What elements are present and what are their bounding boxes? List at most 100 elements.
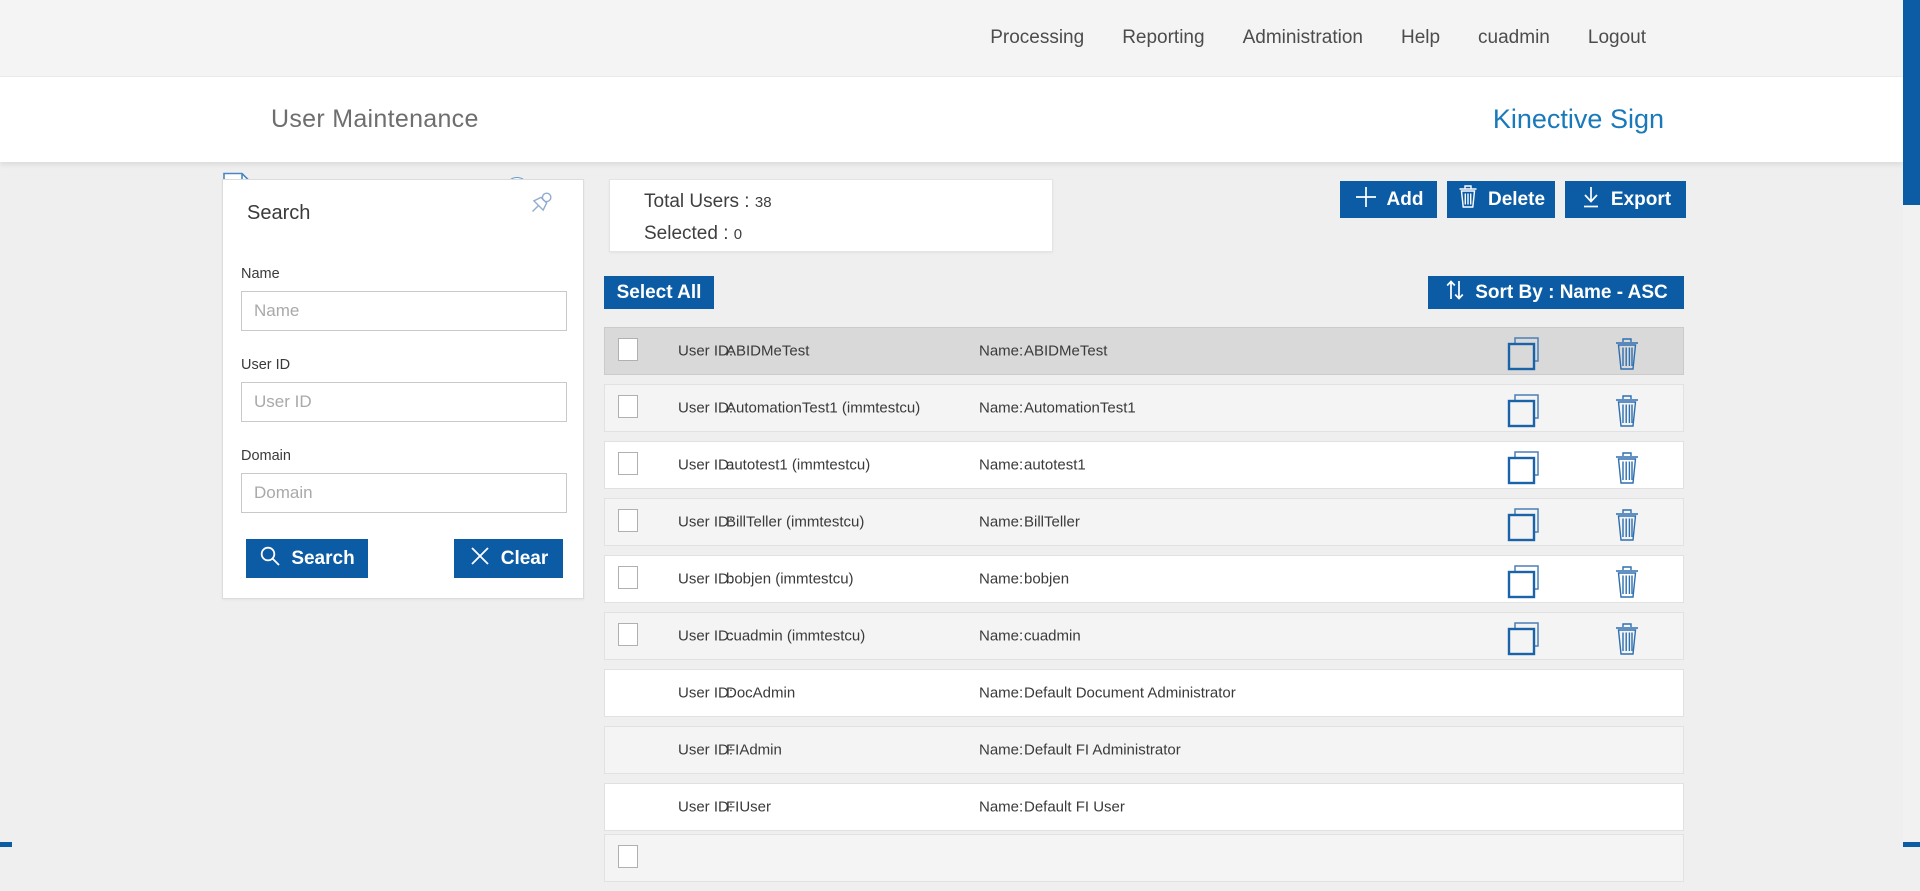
user-id-label: User ID:	[678, 513, 734, 531]
nav-item-administration[interactable]: Administration	[1242, 27, 1363, 48]
row-checkbox[interactable]	[618, 338, 638, 361]
selected-label: Selected :	[644, 223, 734, 244]
user-id-label: User ID:	[678, 342, 734, 360]
user-list: User ID: ABIDMeTest Name: ABIDMeTest Use…	[604, 327, 1684, 891]
trash-icon[interactable]	[1611, 507, 1643, 548]
user-row[interactable]: User ID: BillTeller (immtestcu) Name: Bi…	[604, 498, 1684, 546]
name-value: ABIDMeTest	[1024, 342, 1108, 360]
user-row[interactable]: User ID: autotest1 (immtestcu) Name: aut…	[604, 441, 1684, 489]
name-input[interactable]	[241, 291, 567, 331]
name-value: AutomationTest1	[1024, 399, 1136, 417]
trash-icon[interactable]	[1611, 450, 1643, 491]
vertical-scrollbar-thumb[interactable]	[1903, 0, 1920, 205]
top-nav-bar: Processing Reporting Administration Help…	[0, 0, 1903, 77]
row-checkbox[interactable]	[618, 845, 638, 868]
plus-icon	[1354, 185, 1378, 215]
row-checkbox[interactable]	[618, 623, 638, 646]
user-id-label: User ID:	[678, 456, 734, 474]
select-all-label: Select All	[616, 281, 702, 303]
user-id-value: cuadmin (immtestcu)	[726, 627, 866, 645]
search-button[interactable]: Search	[246, 539, 368, 578]
search-panel: Search Name User ID Domain Search Clear	[222, 179, 584, 599]
user-id-label: User ID:	[678, 399, 734, 417]
nav-item-reporting[interactable]: Reporting	[1122, 27, 1205, 48]
user-id-value: FIUser	[726, 798, 771, 816]
user-id-value: bobjen (immtestcu)	[726, 570, 854, 588]
nav-item-processing[interactable]: Processing	[990, 27, 1085, 48]
user-id-input[interactable]	[241, 382, 567, 422]
copy-icon[interactable]	[1505, 450, 1545, 491]
name-label: Name:	[979, 570, 1024, 588]
row-checkbox[interactable]	[618, 509, 638, 532]
vertical-scrollbar-track[interactable]	[1903, 0, 1920, 847]
sort-button[interactable]: Sort By : Name - ASC	[1428, 276, 1684, 309]
horizontal-scrollbar-left-stub[interactable]	[0, 842, 12, 847]
name-label: Name:	[979, 627, 1024, 645]
user-row[interactable]: User ID: bobjen (immtestcu) Name: bobjen	[604, 555, 1684, 603]
name-value: BillTeller	[1024, 513, 1080, 531]
nav-item-user-cuadmin[interactable]: cuadmin	[1478, 27, 1550, 48]
name-value: Default FI Administrator	[1024, 741, 1181, 759]
add-button[interactable]: Add	[1340, 181, 1437, 218]
add-button-label: Add	[1386, 188, 1424, 210]
clear-button-label: Clear	[500, 547, 549, 569]
name-value: cuadmin	[1024, 627, 1081, 645]
copy-icon[interactable]	[1505, 336, 1545, 377]
nav-item-logout[interactable]: Logout	[1587, 27, 1646, 48]
delete-button-label: Delete	[1487, 188, 1546, 210]
search-panel-title: Search	[247, 202, 311, 224]
trash-icon[interactable]	[1611, 336, 1643, 377]
user-row[interactable]: User ID: ABIDMeTest Name: ABIDMeTest	[604, 327, 1684, 375]
user-row[interactable]: User ID: AutomationTest1 (immtestcu) Nam…	[604, 384, 1684, 432]
clear-button[interactable]: Clear	[454, 539, 563, 578]
sort-button-label: Sort By : Name - ASC	[1475, 281, 1668, 303]
search-button-label: Search	[291, 547, 355, 569]
copy-icon[interactable]	[1505, 621, 1545, 662]
domain-input[interactable]	[241, 473, 567, 513]
row-checkbox[interactable]	[618, 566, 638, 589]
trash-icon[interactable]	[1611, 621, 1643, 662]
scrollbar-bottom-button[interactable]	[1903, 842, 1920, 847]
nav-item-help[interactable]: Help	[1400, 27, 1441, 48]
export-button[interactable]: Export	[1565, 181, 1686, 218]
trash-icon[interactable]	[1611, 564, 1643, 605]
selected-line: Selected : 0	[644, 223, 742, 245]
user-row[interactable]: User ID: DocAdmin Name: Default Document…	[604, 669, 1684, 717]
total-users-line: Total Users : 38	[644, 191, 772, 213]
name-label: Name:	[979, 741, 1024, 759]
trash-icon	[1457, 184, 1479, 215]
name-label: Name:	[979, 798, 1024, 816]
name-label: Name:	[979, 399, 1024, 417]
brand-name: Kinective Sign	[1492, 104, 1664, 134]
user-id-label: User ID:	[678, 741, 734, 759]
name-field-label: Name	[241, 266, 280, 282]
user-row[interactable]	[604, 834, 1684, 882]
sort-arrows-icon	[1444, 278, 1466, 308]
search-icon	[259, 545, 281, 573]
copy-icon[interactable]	[1505, 564, 1545, 605]
clear-x-icon	[469, 545, 491, 573]
user-id-value: AutomationTest1 (immtestcu)	[726, 399, 921, 417]
export-button-label: Export	[1610, 188, 1672, 210]
user-row[interactable]: User ID: FIUser Name: Default FI User	[604, 783, 1684, 831]
copy-icon[interactable]	[1505, 393, 1545, 434]
name-value: autotest1	[1024, 456, 1086, 474]
total-users-label: Total Users :	[644, 191, 755, 212]
trash-icon[interactable]	[1611, 393, 1643, 434]
user-id-value: autotest1 (immtestcu)	[726, 456, 871, 474]
select-all-button[interactable]: Select All	[604, 276, 714, 309]
delete-button[interactable]: Delete	[1447, 181, 1555, 218]
user-id-value: BillTeller (immtestcu)	[726, 513, 865, 531]
name-label: Name:	[979, 684, 1024, 702]
user-id-value: ABIDMeTest	[726, 342, 810, 360]
copy-icon[interactable]	[1505, 507, 1545, 548]
row-checkbox[interactable]	[618, 452, 638, 475]
user-row[interactable]: User ID: cuadmin (immtestcu) Name: cuadm…	[604, 612, 1684, 660]
user-id-value: DocAdmin	[726, 684, 796, 702]
name-value: Default FI User	[1024, 798, 1125, 816]
user-row[interactable]: User ID: FIAdmin Name: Default FI Admini…	[604, 726, 1684, 774]
user-id-label: User ID:	[678, 684, 734, 702]
row-checkbox[interactable]	[618, 395, 638, 418]
user-id-label: User ID:	[678, 627, 734, 645]
pin-icon[interactable]	[523, 188, 559, 229]
